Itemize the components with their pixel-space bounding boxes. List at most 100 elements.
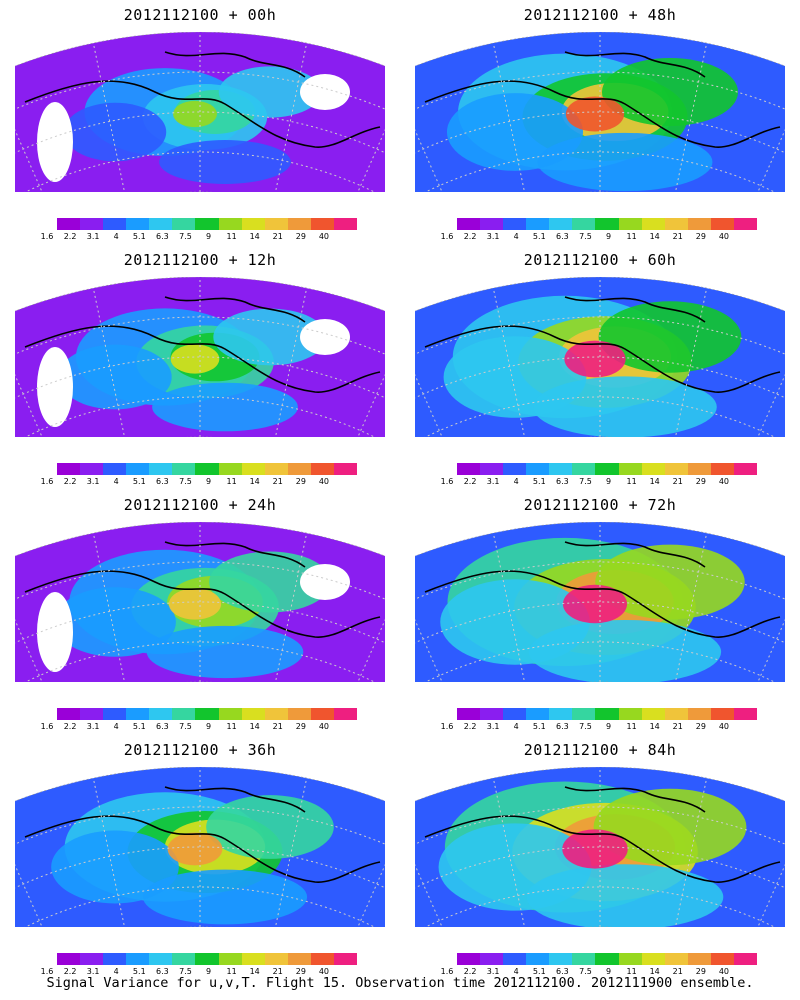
colorbar-tick-label: 21	[272, 967, 283, 976]
map-panel: 2012112100 + 36h 1.6 2.2 3.1 4 5.1 6.3 7.5 9 11 14…	[5, 735, 395, 976]
variance-contour	[63, 102, 167, 162]
map-panel: 2012112100 + 00h 1.6 2.2 3.1 4 5.1 6.3 7.5 9 11 14…	[5, 0, 395, 241]
colorbar-tick-label: 11	[626, 722, 637, 731]
colorbar-tick-label: 14	[649, 967, 660, 976]
colorbar-swatch	[526, 953, 550, 965]
variance-contour	[526, 864, 724, 927]
colorbar-swatch	[733, 708, 758, 720]
colorbar-tick-label: 7.5	[179, 722, 192, 731]
colorbar-swatch	[287, 463, 311, 475]
latitude-line	[15, 396, 385, 437]
colorbar-swatch	[195, 708, 219, 720]
colorbar-tick-label: 4	[513, 232, 519, 241]
longitude-line	[492, 777, 527, 927]
colorbar-tick-label: 1.6	[40, 722, 54, 731]
colorbar-tick-label: 40	[318, 967, 330, 976]
longitude-line	[92, 532, 127, 682]
colorbar-tick-label: 29	[295, 722, 306, 731]
longitude-line	[92, 287, 127, 437]
colorbar	[457, 953, 758, 965]
colorbar-tick-label: 3.1	[86, 967, 100, 976]
variance-contour	[209, 551, 331, 613]
colorbar-swatch	[80, 218, 104, 230]
colorbar-swatch	[126, 708, 150, 720]
variance-map	[15, 32, 385, 192]
below-threshold-area	[37, 592, 73, 672]
colorbar-tick-label: 6.3	[556, 967, 569, 976]
colorbar-tick-label: 6.3	[556, 722, 569, 731]
colorbar-tick-label: 7.5	[579, 232, 592, 241]
colorbar-swatch	[710, 708, 734, 720]
colorbar-swatch	[103, 463, 127, 475]
colorbar-tick-label: 2.2	[463, 967, 477, 976]
colorbar-tick-label: 14	[649, 722, 660, 731]
colorbar-tick-label: 7.5	[179, 232, 192, 241]
colorbar-tick-label: 9	[605, 232, 612, 241]
colorbar-tick-label: 2.2	[63, 232, 77, 241]
colorbar-tick-label: 5.1	[132, 477, 146, 486]
panel-title: 2012112100 + 24h	[123, 496, 277, 514]
colorbar-tick-label: 29	[695, 967, 706, 976]
colorbar-swatch	[595, 953, 619, 965]
colorbar-tick-label: 1.6	[40, 967, 54, 976]
colorbar-tick-label: 4	[513, 477, 519, 486]
colorbar-swatch	[264, 708, 288, 720]
colorbar-tick-label: 1.6	[440, 967, 454, 976]
colorbar-tick-label: 4	[513, 722, 519, 731]
map-panel: 2012112100 + 24h 1.6 2.2 3.1 4 5.1 6.3 7.5 9 11 14…	[5, 490, 395, 731]
colorbar-swatch	[310, 218, 334, 230]
colorbar-swatch	[503, 463, 527, 475]
variance-contour	[159, 140, 291, 184]
colorbar-swatch	[664, 708, 688, 720]
colorbar-tick-label: 1.6	[40, 477, 54, 486]
colorbar-swatch	[149, 708, 173, 720]
colorbar-tick-label: 4	[113, 232, 119, 241]
colorbar-tick-label: 9	[205, 722, 212, 731]
colorbar-swatch	[287, 708, 311, 720]
colorbar-swatch	[126, 218, 150, 230]
colorbar-swatch	[664, 463, 688, 475]
coastline	[24, 786, 381, 883]
variance-map	[15, 767, 385, 927]
colorbar-swatch	[195, 463, 219, 475]
colorbar-swatch	[687, 218, 711, 230]
panel-title: 2012112100 + 84h	[523, 741, 677, 759]
colorbar-tick-label: 5.1	[532, 232, 546, 241]
colorbar-swatch	[195, 218, 219, 230]
colorbar-labels: 1.6 2.2 3.1 4 5.1 6.3 7.5 9 11 14 21 29 40	[441, 967, 767, 977]
colorbar-swatch	[57, 463, 81, 475]
panel-title: 2012112100 + 12h	[123, 251, 277, 269]
colorbar-tick-label: 2.2	[463, 232, 477, 241]
colorbar-swatch	[595, 708, 619, 720]
variance-map	[415, 32, 785, 192]
coastline	[424, 296, 781, 393]
colorbar-swatch	[733, 463, 758, 475]
colorbar-tick-label: 14	[249, 967, 260, 976]
colorbar-tick-label: 21	[672, 232, 683, 241]
colorbar-tick-label: 1.6	[440, 477, 454, 486]
colorbar-swatch	[641, 708, 665, 720]
map-panel: 2012112100 + 60h 1.6 2.2 3.1 4 5.1 6.3 7.5 9 11 14…	[405, 245, 795, 486]
colorbar-swatch	[287, 953, 311, 965]
longitude-line	[273, 777, 308, 927]
colorbar-swatch	[503, 708, 527, 720]
colorbar-swatch	[57, 218, 81, 230]
colorbar-swatch	[218, 218, 242, 230]
variance-contour	[213, 308, 327, 366]
figure-caption: Signal Variance for u,v,T. Flight 15. Ob…	[46, 975, 754, 991]
variance-contour	[601, 57, 739, 127]
colorbar-swatch	[241, 708, 265, 720]
colorbar	[457, 708, 758, 720]
colorbar-tick-label: 40	[718, 967, 730, 976]
colorbar-swatch	[687, 463, 711, 475]
panel-title: 2012112100 + 72h	[523, 496, 677, 514]
variance-contour	[173, 100, 217, 128]
longitude-line	[492, 532, 527, 682]
colorbar-swatch	[241, 463, 265, 475]
colorbar-swatch	[218, 708, 242, 720]
colorbar-swatch	[618, 463, 642, 475]
colorbar-tick-label: 6.3	[156, 232, 169, 241]
colorbar-tick-label: 7.5	[579, 722, 592, 731]
colorbar-swatch	[480, 708, 504, 720]
colorbar-tick-label: 21	[272, 722, 283, 731]
